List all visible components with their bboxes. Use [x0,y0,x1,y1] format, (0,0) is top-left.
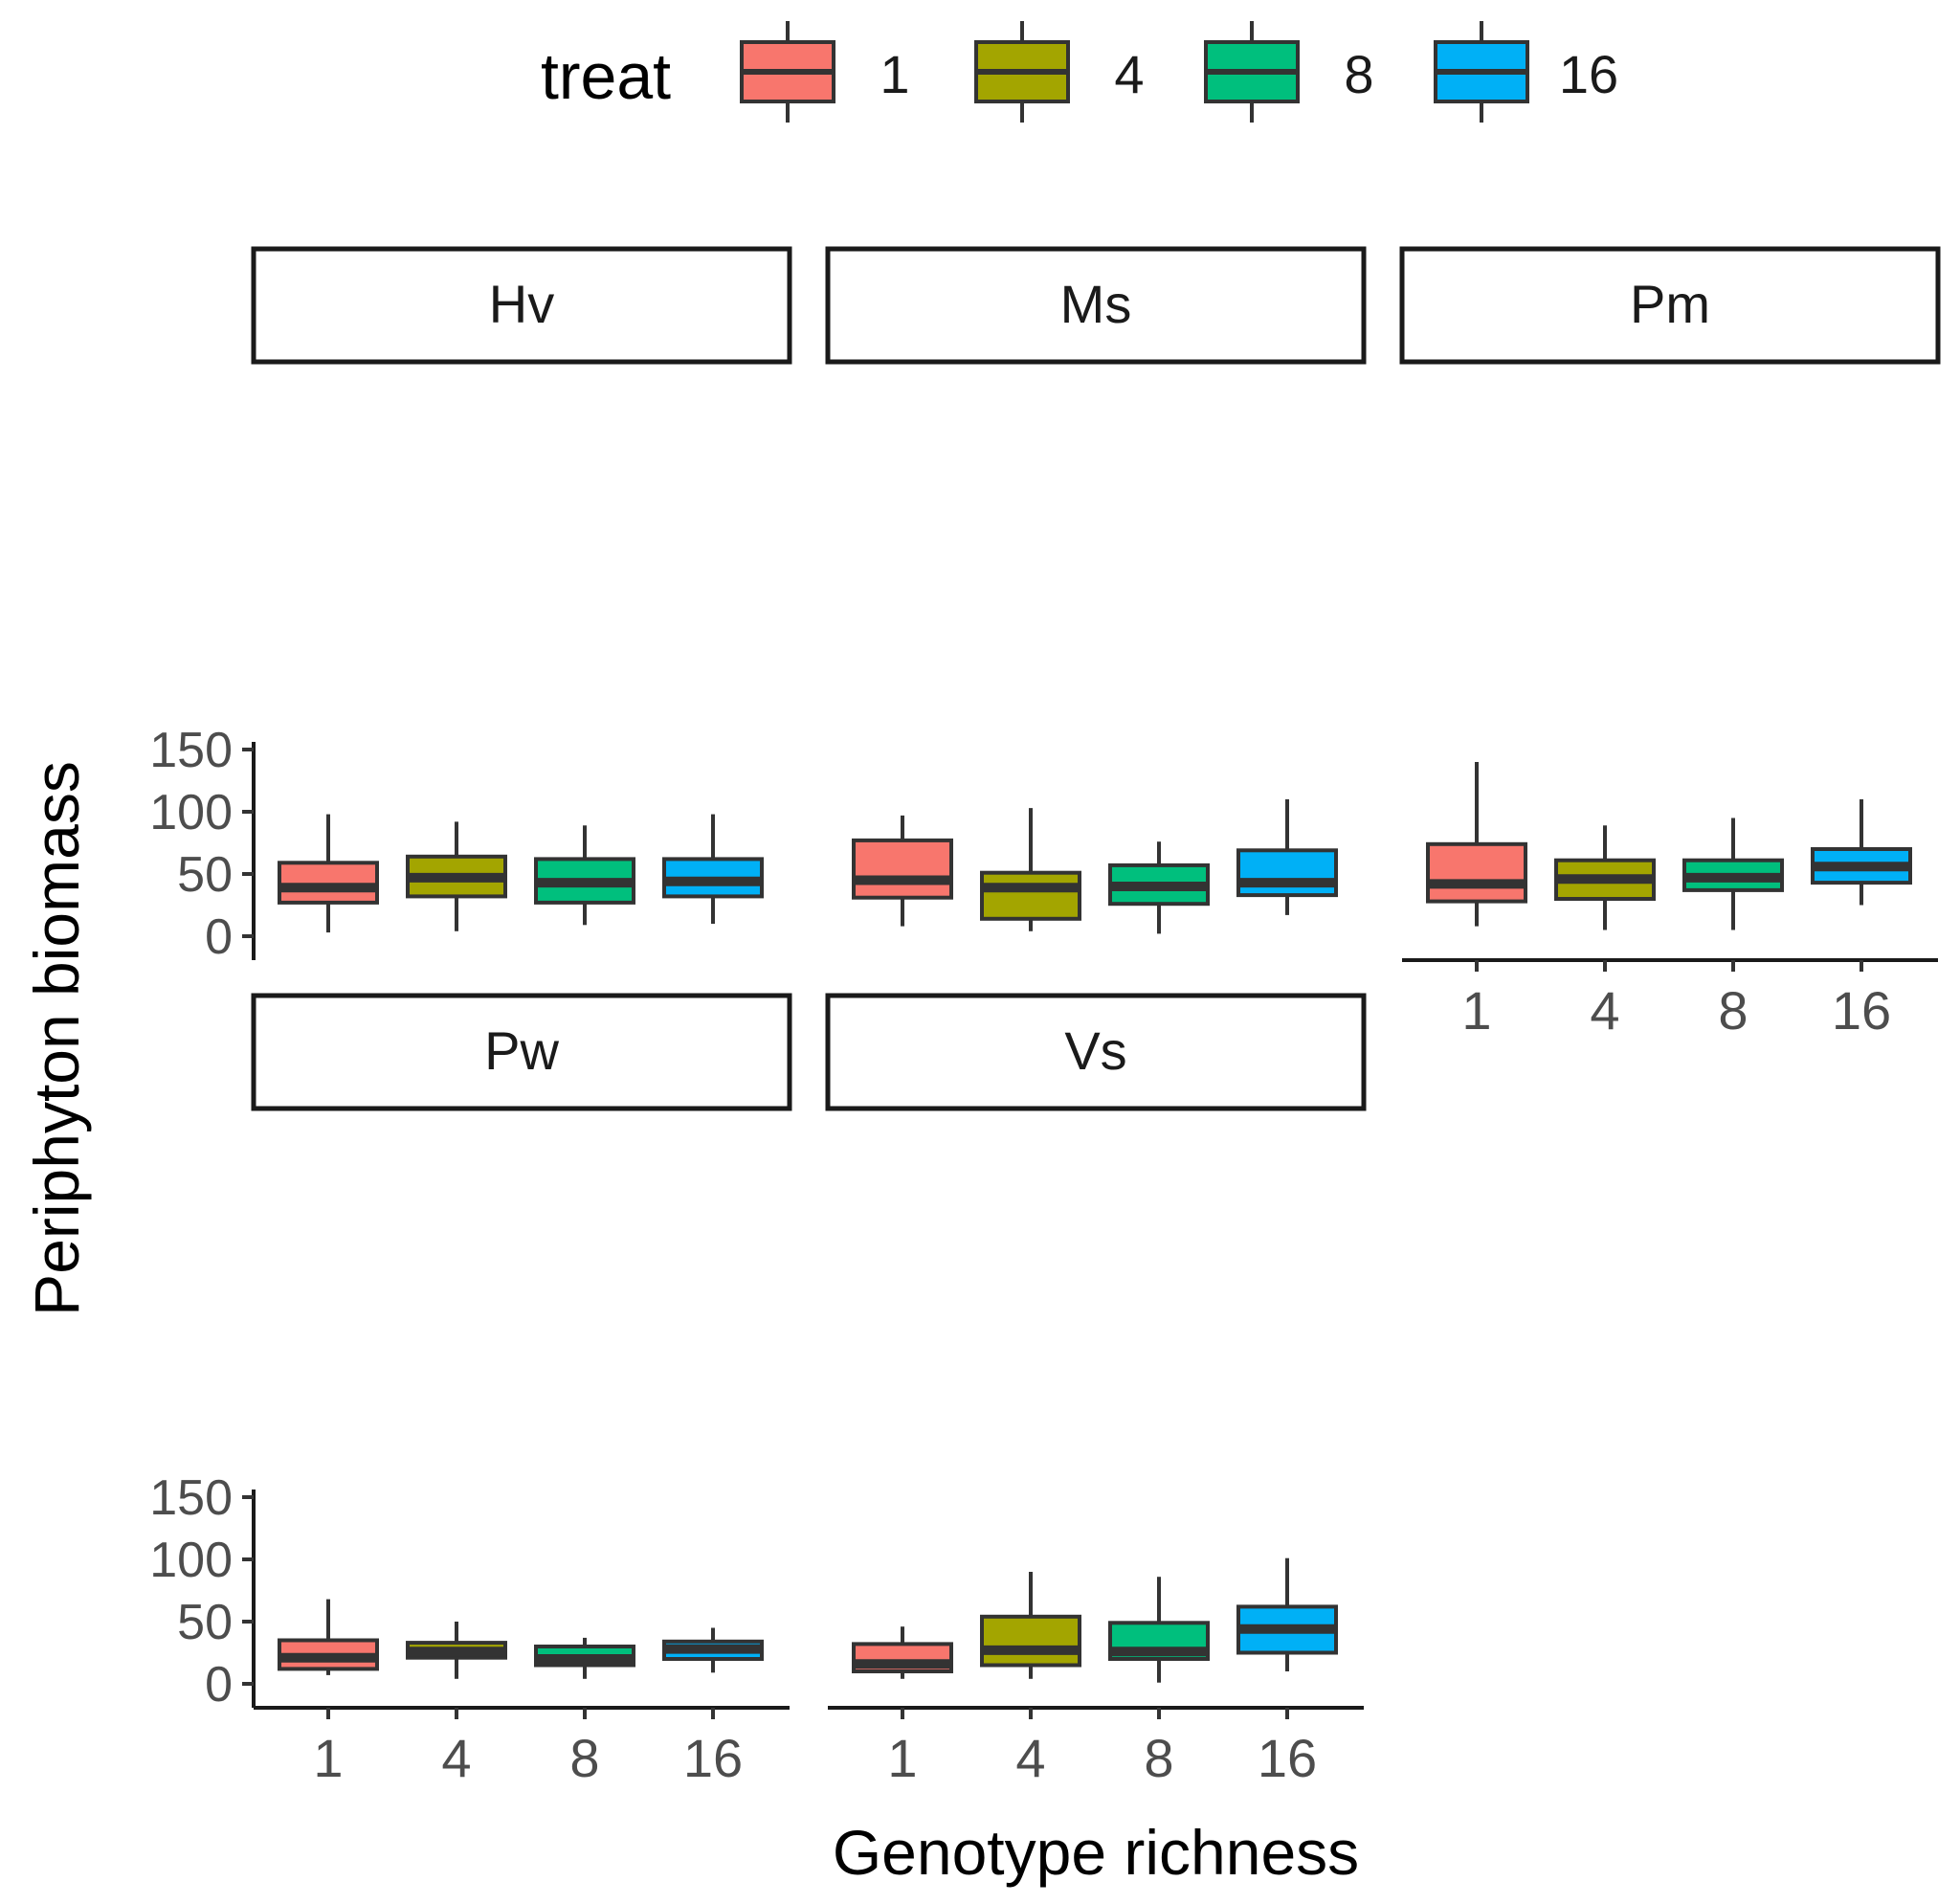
legend-label: 8 [1344,44,1373,104]
box-16 [1236,1557,1338,1671]
legend-entry-1: 1 [740,21,910,123]
box-iqr [1236,848,1338,898]
box-16 [662,814,764,924]
box-iqr [980,870,1081,921]
box-4 [980,1572,1081,1679]
box-8 [1108,1577,1210,1683]
y-tick-label: 50 [177,847,233,903]
legend-label: 1 [880,44,909,104]
strip-box [251,993,792,1111]
y-tick-label: 100 [149,785,233,840]
facet-panels: Hv 0 50 100 150 Ms Pm 1 4 8 16 Pw 0 50 100 150 1 4 8 16 Vs 1 4… [149,246,1941,1788]
x-tick-label: 16 [1832,980,1891,1041]
panel-pm: Pm 1 4 8 16 [1399,246,1941,1041]
x-tick-label: 8 [569,1728,599,1788]
x-tick-label: 8 [1144,1728,1173,1788]
box-8 [1108,841,1210,934]
box-1 [278,814,379,933]
y-tick-label: 0 [205,909,233,965]
panel-hv: Hv 0 50 100 150 [149,246,792,965]
x-tick-label: 8 [1718,980,1748,1041]
x-tick-label: 16 [1258,1728,1317,1788]
y-tick-label: 150 [149,1470,233,1526]
box-8 [1682,818,1784,930]
y-tick-label: 150 [149,723,233,778]
box-16 [1236,799,1338,915]
legend-entry-4: 4 [974,21,1145,123]
strip-label: Pm [1630,274,1710,334]
x-tick-label: 16 [683,1728,743,1788]
y-tick-label: 50 [177,1595,233,1650]
box-4 [406,1622,507,1679]
box-16 [662,1627,764,1673]
panel-ms: Ms [825,246,1367,934]
x-tick-label: 4 [1015,1728,1045,1788]
box-4 [980,808,1081,931]
box-4 [406,821,507,931]
y-tick-label: 0 [205,1657,233,1713]
y-axis-title: Periphyton biomass [21,761,92,1316]
x-tick-label: 4 [1590,980,1619,1041]
strip-box [825,246,1367,365]
strip-label: Vs [1064,1020,1126,1081]
panel-vs: Vs 1 4 8 16 [825,993,1367,1788]
box-1 [852,1626,953,1679]
legend: treat 1 4 8 16 [541,21,1618,123]
box-8 [534,1637,635,1679]
box-1 [1426,762,1527,927]
strip-label: Pw [484,1020,559,1081]
x-axis-title: Genotype richness [833,1817,1359,1888]
box-iqr [980,1614,1081,1668]
box-1 [278,1599,379,1675]
box-16 [1811,799,1912,906]
box-iqr [278,861,379,905]
box-iqr [852,838,953,900]
strip-box [825,993,1367,1111]
legend-entry-8: 8 [1204,21,1374,123]
legend-label: 4 [1114,44,1144,104]
legend-title: treat [541,40,671,113]
x-tick-label: 1 [887,1728,917,1788]
legend-entry-16: 16 [1434,21,1618,123]
panel-pw: Pw 0 50 100 150 1 4 8 16 [149,993,792,1788]
box-4 [1554,825,1656,930]
strip-box [251,246,792,365]
legend-label: 16 [1559,44,1618,104]
box-1 [852,815,953,927]
strip-box [1399,246,1941,365]
x-tick-label: 4 [441,1728,471,1788]
y-tick-label: 100 [149,1533,233,1588]
box-iqr [1426,841,1527,904]
strip-label: Ms [1060,274,1132,334]
x-tick-label: 1 [313,1728,343,1788]
box-8 [534,825,635,926]
strip-label: Hv [489,274,554,334]
x-tick-label: 1 [1461,980,1491,1041]
